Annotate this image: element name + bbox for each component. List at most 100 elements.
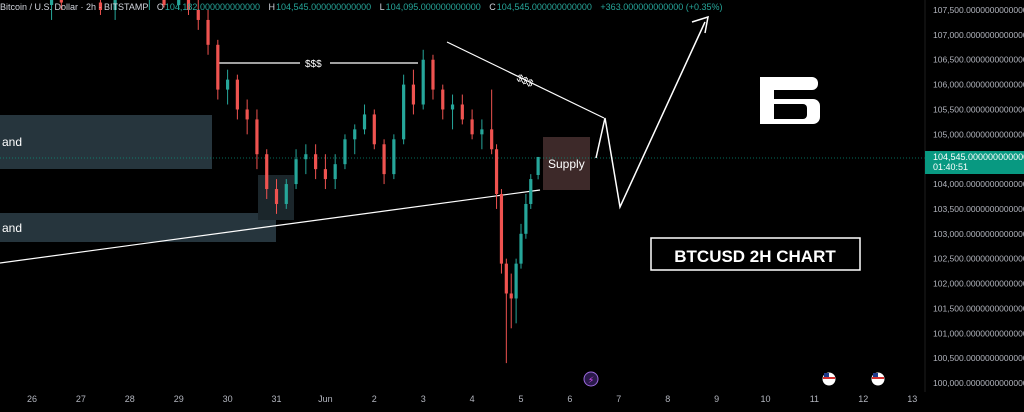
symbol-name[interactable]: Bitcoin / U.S. Dollar · 2h · BITSTAMP [0,2,148,12]
us-flag-icon[interactable] [872,373,885,386]
candle [402,75,405,145]
high-value: 104,545.000000000000 [276,2,371,12]
candle-body [275,189,278,204]
open-label: O [157,2,164,12]
x-tick-label: 11 [810,394,819,404]
y-tick-label: 102,500.0000000000000 [933,254,1024,264]
chart-title: BTCUSD 2H CHART [674,247,836,266]
candle [392,134,395,179]
open-value: 104,182.000000000000 [165,2,260,12]
x-tick-label: 13 [907,394,917,404]
y-tick-label: 101,500.0000000000000 [933,303,1024,313]
x-tick-label: 30 [223,394,233,404]
candle-body [431,60,434,90]
low-value: 104,095.000000000000 [386,2,481,12]
candle-body [510,293,513,298]
x-tick-label: 26 [27,394,37,404]
supply-zone-label: Supply [548,157,585,171]
candle-body [441,90,444,110]
candle [500,189,503,274]
candle-body [373,114,376,144]
candle-body [353,129,356,139]
x-tick-label: Jun [318,394,333,404]
candle-body [314,154,317,169]
candle-body [471,119,474,134]
demand-zone-lower [0,213,276,242]
brand-logo [760,77,820,124]
demand-zone-lower-label: and [2,221,22,235]
low-label: L [380,2,385,12]
y-tick-label: 100,000.0000000000000 [933,378,1024,388]
close-label: C [489,2,496,12]
demand-zone-upper [0,115,212,169]
y-tick-label: 104,000.0000000000000 [933,179,1024,189]
candle-body [324,169,327,179]
candle-body [382,144,385,174]
x-tick-label: 29 [174,394,184,404]
candle-body [236,80,239,110]
y-tick-label: 103,000.0000000000000 [933,229,1024,239]
candle-body [515,264,518,299]
candle-body [343,139,346,164]
x-tick-label: 27 [76,394,86,404]
x-tick-label: 2 [372,394,377,404]
candle-body [519,234,522,264]
x-tick-label: 9 [714,394,719,404]
candle-body [363,114,366,129]
candle [343,134,346,169]
symbol-header: Bitcoin / U.S. Dollar · 2h · BITSTAMP O1… [0,2,729,16]
candle [529,174,532,209]
y-tick-label: 102,000.0000000000000 [933,279,1024,289]
x-tick-label: 5 [518,394,523,404]
candle-body [480,129,483,134]
x-tick-label: 6 [567,394,572,404]
candle-body [524,204,527,234]
candle-body [529,179,532,204]
y-tick-label: 107,500.0000000000000 [933,5,1024,15]
x-tick-label: 31 [271,394,281,404]
candle [373,109,376,149]
candle-body [216,45,219,90]
bar-countdown: 01:40:51 [933,162,1024,172]
candle-body [392,139,395,174]
candle-body [451,104,454,109]
x-tick-label: 3 [421,394,426,404]
candle-body [500,194,503,264]
x-tick-label: 7 [616,394,621,404]
close-value: 104,545.000000000000 [497,2,592,12]
x-tick-label: 28 [125,394,135,404]
candle-body [285,184,288,204]
candle-body [495,149,498,194]
y-tick-label: 105,000.0000000000000 [933,129,1024,139]
candle-body [412,85,415,105]
y-tick-label: 101,000.0000000000000 [933,328,1024,338]
x-tick-label: 4 [470,394,475,404]
candle-body [334,164,337,179]
candle-body [294,159,297,184]
x-tick-label: 8 [665,394,670,404]
svg-text:⚡: ⚡ [588,376,594,386]
candle-body [246,109,249,119]
candle-body [422,60,425,105]
us-flag-icon[interactable] [823,373,836,386]
current-price-value: 104,545.000000000000 [933,152,1024,162]
y-tick-label: 100,500.0000000000000 [933,353,1024,363]
x-tick-label: 10 [760,394,770,404]
candle-body [537,157,540,175]
demand-zone-upper-label: and [2,135,22,149]
candle-body [255,119,258,154]
x-tick-label: 12 [858,394,868,404]
event-icon-star[interactable]: ⚡ [584,372,598,386]
candle-body [490,129,493,149]
change-value: +363.000000000000 (+0.35%) [600,2,722,12]
candle-body [265,154,268,189]
candle-body [304,154,307,159]
y-tick-label: 105,500.0000000000000 [933,104,1024,114]
y-tick-label: 103,500.0000000000000 [933,204,1024,214]
candle-body [461,104,464,119]
candle-body [505,264,508,294]
y-tick-label: 107,000.0000000000000 [933,30,1024,40]
